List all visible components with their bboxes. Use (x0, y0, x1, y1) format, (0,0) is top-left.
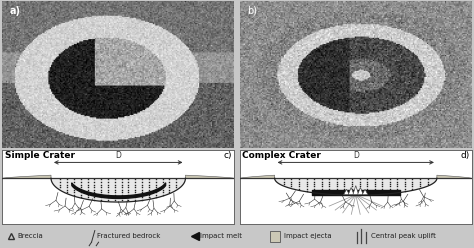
Polygon shape (362, 189, 368, 195)
Text: D: D (115, 151, 121, 160)
Text: b): b) (247, 6, 257, 16)
Text: a): a) (9, 6, 20, 16)
Polygon shape (2, 175, 51, 179)
Polygon shape (240, 175, 274, 179)
Polygon shape (185, 175, 234, 179)
Polygon shape (348, 187, 354, 195)
Text: D: D (353, 151, 359, 160)
FancyBboxPatch shape (270, 231, 280, 242)
Polygon shape (437, 175, 472, 179)
Text: Central peak uplift: Central peak uplift (371, 233, 436, 239)
Text: Impact ejecta: Impact ejecta (284, 233, 331, 239)
Polygon shape (51, 178, 185, 202)
Polygon shape (357, 187, 363, 195)
Polygon shape (344, 189, 349, 195)
Text: Complex Crater: Complex Crater (242, 151, 321, 160)
Polygon shape (274, 178, 437, 195)
Text: Simple Crater: Simple Crater (5, 151, 75, 160)
Text: Impact melt: Impact melt (201, 233, 242, 239)
Text: c): c) (223, 151, 232, 160)
Polygon shape (353, 186, 359, 195)
Text: Fractured bedrock: Fractured bedrock (97, 233, 161, 239)
Text: Breccia: Breccia (18, 233, 43, 239)
Text: d): d) (460, 151, 469, 160)
